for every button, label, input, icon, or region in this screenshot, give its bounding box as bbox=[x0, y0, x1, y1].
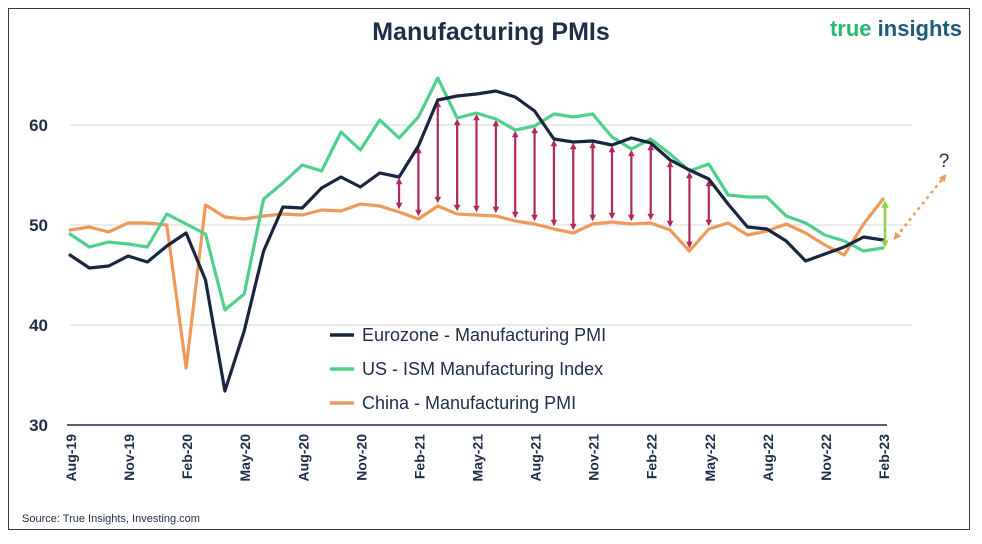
forecast-question-mark: ? bbox=[939, 151, 950, 172]
legend: Eurozone - Manufacturing PMI US - ISM Man… bbox=[330, 325, 606, 413]
x-tick-label: Nov-19 bbox=[121, 434, 137, 481]
y-axis-ticks: 30 40 50 60 bbox=[29, 116, 48, 435]
y-tick-label: 40 bbox=[29, 316, 48, 335]
source-note: Source: True Insights, Investing.com bbox=[22, 513, 200, 525]
series-line-us bbox=[68, 76, 885, 312]
legend-label-china: China - Manufacturing PMI bbox=[362, 393, 576, 413]
x-tick-label: May-20 bbox=[237, 434, 253, 482]
x-tick-label: Nov-21 bbox=[586, 434, 602, 481]
x-tick-label: Aug-19 bbox=[63, 434, 79, 482]
brand-logo-part2: insights bbox=[877, 16, 962, 41]
x-tick-label: Feb-21 bbox=[411, 434, 427, 479]
x-tick-label: Feb-22 bbox=[644, 434, 660, 479]
x-tick-label: Aug-20 bbox=[295, 434, 311, 482]
x-tick-label: Feb-20 bbox=[179, 434, 195, 479]
brand-logo-part1: true bbox=[829, 16, 872, 41]
brand-logo: true insights bbox=[830, 16, 962, 42]
x-tick-label: Feb-23 bbox=[876, 434, 892, 479]
y-tick-label: 30 bbox=[29, 416, 48, 435]
x-tick-label: Nov-22 bbox=[818, 434, 834, 481]
y-tick-label: 50 bbox=[29, 216, 48, 235]
annotations: ? bbox=[881, 151, 950, 248]
gridlines bbox=[67, 124, 912, 426]
series-line-china bbox=[68, 197, 885, 370]
divergence-arrows bbox=[395, 100, 713, 249]
x-tick-label: May-21 bbox=[470, 434, 486, 482]
y-tick-label: 60 bbox=[29, 116, 48, 135]
x-tick-label: Nov-20 bbox=[353, 434, 369, 481]
forecast-dotted-arrow bbox=[893, 174, 947, 240]
x-tick-label: Aug-21 bbox=[528, 434, 544, 482]
legend-label-us: US - ISM Manufacturing Index bbox=[362, 359, 603, 379]
chart-frame bbox=[8, 8, 970, 530]
x-tick-label: Aug-22 bbox=[760, 434, 776, 482]
chart-title: Manufacturing PMIs bbox=[372, 18, 610, 46]
x-axis-ticks: Aug-19 Nov-19 Feb-20 May-20 Aug-20 Nov-20 Feb-… bbox=[63, 434, 892, 482]
legend-label-eurozone: Eurozone - Manufacturing PMI bbox=[362, 325, 606, 345]
x-tick-label: May-22 bbox=[702, 434, 718, 482]
series-lines bbox=[68, 76, 885, 393]
series-line-eurozone bbox=[68, 89, 885, 393]
